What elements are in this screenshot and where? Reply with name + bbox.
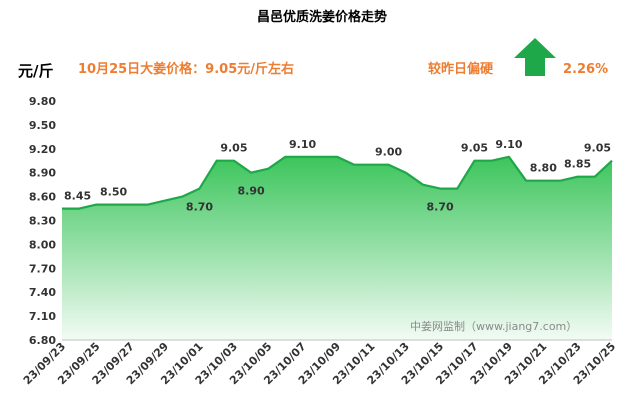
price-note: 10月25日大姜价格：9.05元/斤左右 xyxy=(78,61,294,77)
data-label: 9.05 xyxy=(220,142,247,155)
plot-area xyxy=(62,155,613,340)
y-tick-label: 7.10 xyxy=(29,310,56,323)
data-label: 9.05 xyxy=(461,142,488,155)
price-area-fill xyxy=(62,156,612,340)
x-axis-ticks: 23/09/2323/09/2523/09/2723/09/2923/10/01… xyxy=(21,340,618,387)
data-label: 9.05 xyxy=(584,142,611,155)
price-series-line xyxy=(62,155,613,210)
y-tick-label: 9.50 xyxy=(29,119,56,132)
y-tick-label: 9.80 xyxy=(29,95,56,108)
y-tick-label: 8.00 xyxy=(29,238,56,251)
y-axis-ticks: 9.80 9.50 9.20 8.90 8.60 8.30 8.00 7.70 7.40 7.10… xyxy=(29,95,56,347)
watermark: 中姜网监制（www.jiang7.com） xyxy=(410,319,577,333)
data-label: 8.80 xyxy=(530,162,557,175)
data-label: 9.10 xyxy=(495,138,522,151)
data-labels: 8.45 8.50 8.70 9.05 8.90 9.10 9.00 8.70 9.05 9.10… xyxy=(64,138,611,214)
y-tick-label: 8.60 xyxy=(29,191,56,204)
data-label: 8.70 xyxy=(427,201,454,214)
up-arrow-icon xyxy=(514,38,556,76)
y-tick-label: 6.80 xyxy=(29,334,56,347)
data-label: 8.85 xyxy=(564,158,591,171)
y-tick-label: 7.70 xyxy=(29,262,56,275)
y-tick-label: 7.40 xyxy=(29,286,56,299)
data-label: 8.70 xyxy=(186,201,213,214)
data-label: 8.45 xyxy=(64,190,91,203)
y-tick-label: 8.90 xyxy=(29,167,56,180)
data-label: 8.90 xyxy=(238,185,265,198)
data-label: 9.10 xyxy=(289,138,316,151)
y-tick-label: 8.30 xyxy=(29,215,56,228)
data-label: 8.50 xyxy=(100,186,127,199)
change-percent: 2.26% xyxy=(563,62,608,77)
data-label: 9.00 xyxy=(375,146,402,159)
y-axis-unit-label: 元/斤 xyxy=(18,62,53,80)
y-tick-label: 9.20 xyxy=(29,143,56,156)
chart-title: 昌邑优质洗姜价格走势 xyxy=(257,9,387,25)
compare-label: 较昨日偏硬 xyxy=(428,61,494,77)
